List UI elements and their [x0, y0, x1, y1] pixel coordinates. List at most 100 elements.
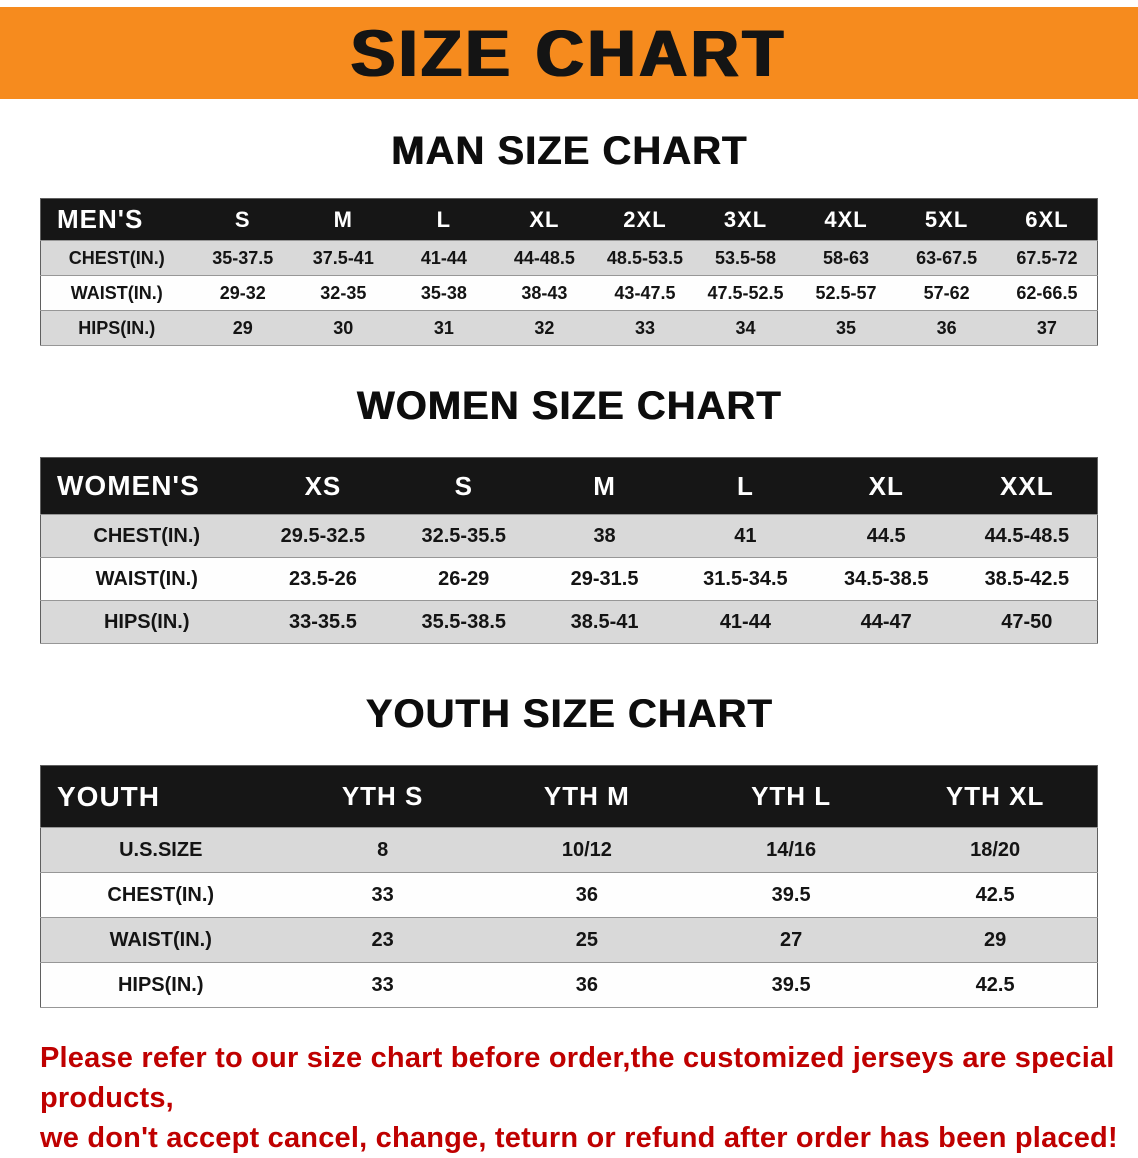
table-row: CHEST(IN.) 35-37.5 37.5-41 41-44 44-48.5 48.5… — [40, 240, 1098, 276]
table-row: CHEST(IN.) 33 36 39.5 42.5 — [40, 872, 1098, 918]
size-column-header: YTH S — [280, 765, 485, 828]
size-value-cell: 44.5 — [866, 524, 906, 547]
men-section-heading: MAN SIZE CHART — [390, 129, 748, 173]
size-value-cell: 26-29 — [438, 567, 490, 590]
size-value-cell: 34 — [735, 317, 756, 338]
row-label-cell: CHEST(IN.) — [93, 524, 201, 547]
size-column-header: S — [393, 457, 535, 515]
table-row: WAIST(IN.) 23.5-26 26-29 29-31.5 31.5-34.5 34… — [40, 557, 1098, 601]
size-value-cell: 37 — [1036, 317, 1057, 338]
size-value-cell: 39.5 — [771, 973, 811, 996]
size-column-header: XXL — [956, 457, 1098, 515]
table-row: WAIST(IN.) 23 25 27 29 — [40, 917, 1098, 963]
table-title-cell: WOMEN'S — [40, 457, 253, 515]
size-value-cell: 32-35 — [320, 282, 367, 303]
size-value-cell: 48.5-53.5 — [606, 247, 683, 268]
size-value-cell: 31 — [433, 317, 454, 338]
size-value-cell: 35-37.5 — [212, 247, 274, 268]
size-value-cell: 18/20 — [970, 838, 1021, 861]
size-value-cell: 47-50 — [1001, 610, 1053, 633]
size-value-cell: 14/16 — [766, 838, 817, 861]
size-column-header: XL — [494, 198, 595, 241]
size-value-cell: 57-62 — [923, 282, 970, 303]
size-value-cell: 33 — [371, 973, 394, 996]
size-value-cell: 41-44 — [719, 610, 771, 633]
table-row: HIPS(IN.) 33 36 39.5 42.5 — [40, 962, 1098, 1008]
size-value-cell: 44-48.5 — [513, 247, 575, 268]
size-value-cell: 32 — [534, 317, 555, 338]
size-value-cell: 36 — [575, 973, 598, 996]
size-value-cell: 29.5-32.5 — [280, 524, 366, 547]
size-value-cell: 41-44 — [420, 247, 467, 268]
size-column-header: 4XL — [795, 198, 897, 241]
size-value-cell: 44-47 — [860, 610, 912, 633]
table-row: HIPS(IN.) 33-35.5 35.5-38.5 38.5-41 41-44 44-… — [40, 600, 1098, 644]
size-column-header: M — [293, 198, 394, 241]
row-label-cell: CHEST(IN.) — [107, 883, 215, 906]
size-chart-page: SIZE CHART MAN SIZE CHART MEN'S S M L XL 2XL 3… — [0, 7, 1138, 1158]
size-value-cell: 36 — [575, 883, 598, 906]
table-row: CHEST(IN.) 29.5-32.5 32.5-35.5 38 41 44.5 44.5… — [40, 514, 1098, 558]
row-label-cell: U.S.SIZE — [119, 838, 203, 861]
men-size-table: MEN'S S M L XL 2XL 3XL 4XL 5XL 6XL CHEST(IN.) 35-37… — [40, 198, 1098, 346]
size-value-cell: 35.5-38.5 — [421, 610, 506, 633]
size-value-cell: 23.5-26 — [288, 567, 357, 590]
size-value-cell: 43-47.5 — [614, 282, 676, 303]
disclaimer: Please refer to our size chart before or… — [40, 1038, 1138, 1158]
row-label-cell: CHEST(IN.) — [68, 247, 165, 268]
size-value-cell: 30 — [333, 317, 354, 338]
size-column-header: XL — [815, 457, 957, 515]
size-value-cell: 34.5-38.5 — [843, 567, 929, 590]
size-value-cell: 23 — [371, 928, 394, 951]
table-header-row: WOMEN'S XS S M L XL XXL — [40, 457, 1098, 515]
size-value-cell: 39.5 — [771, 883, 811, 906]
size-value-cell: 25 — [575, 928, 598, 951]
size-value-cell: 41 — [734, 524, 757, 547]
page-title: SIZE CHART — [351, 16, 787, 90]
size-value-cell: 42.5 — [975, 973, 1015, 996]
row-label-cell: HIPS(IN.) — [78, 317, 156, 338]
size-value-cell: 33 — [634, 317, 655, 338]
women-size-section: WOMEN SIZE CHART WOMEN'S XS S M L XL XXL CHEST(… — [0, 384, 1138, 644]
size-value-cell: 35 — [836, 317, 857, 338]
size-value-cell: 32.5-35.5 — [421, 524, 506, 547]
size-value-cell: 62-66.5 — [1016, 282, 1078, 303]
women-section-heading: WOMEN SIZE CHART — [356, 384, 782, 428]
size-value-cell: 67.5-72 — [1016, 247, 1078, 268]
size-value-cell: 29-31.5 — [570, 567, 639, 590]
size-column-header: M — [534, 457, 675, 515]
size-column-header: XS — [252, 457, 394, 515]
row-label-cell: WAIST(IN.) — [109, 928, 212, 951]
table-row: U.S.SIZE 8 10/12 14/16 18/20 — [40, 827, 1098, 873]
size-column-header: 2XL — [594, 198, 696, 241]
size-value-cell: 47.5-52.5 — [707, 282, 784, 303]
table-header-row: MEN'S S M L XL 2XL 3XL 4XL 5XL 6XL — [40, 198, 1098, 241]
size-column-header: L — [674, 457, 816, 515]
size-value-cell: 29 — [984, 928, 1007, 951]
size-value-cell: 33 — [371, 883, 394, 906]
size-value-cell: 29-32 — [219, 282, 266, 303]
size-value-cell: 38.5-42.5 — [984, 567, 1070, 590]
table-row: WAIST(IN.) 29-32 32-35 35-38 38-43 43-47.5 47.… — [40, 275, 1098, 311]
table-title-cell: YOUTH — [40, 765, 281, 828]
disclaimer-line-2: we don't accept cancel, change, teturn o… — [40, 1122, 1118, 1154]
size-chart-banner: SIZE CHART — [0, 7, 1138, 99]
row-label-cell: HIPS(IN.) — [117, 973, 204, 996]
size-value-cell: 36 — [936, 317, 957, 338]
size-value-cell: 63-67.5 — [916, 247, 978, 268]
size-column-header: S — [192, 198, 294, 241]
size-column-header: 3XL — [695, 198, 796, 241]
size-value-cell: 29 — [232, 317, 253, 338]
size-column-header: 6XL — [996, 198, 1098, 241]
size-value-cell: 44.5-48.5 — [984, 524, 1070, 547]
size-value-cell: 42.5 — [975, 883, 1015, 906]
size-value-cell: 8 — [377, 838, 389, 861]
size-column-header: 5XL — [896, 198, 997, 241]
youth-size-section: YOUTH SIZE CHART YOUTH YTH S YTH M YTH L YTH… — [0, 692, 1138, 1008]
size-column-header: L — [393, 198, 495, 241]
size-value-cell: 31.5-34.5 — [703, 567, 788, 590]
size-value-cell: 52.5-57 — [815, 282, 877, 303]
size-value-cell: 37.5-41 — [312, 247, 374, 268]
size-value-cell: 58-63 — [823, 247, 870, 268]
table-title-cell: MEN'S — [40, 198, 193, 241]
